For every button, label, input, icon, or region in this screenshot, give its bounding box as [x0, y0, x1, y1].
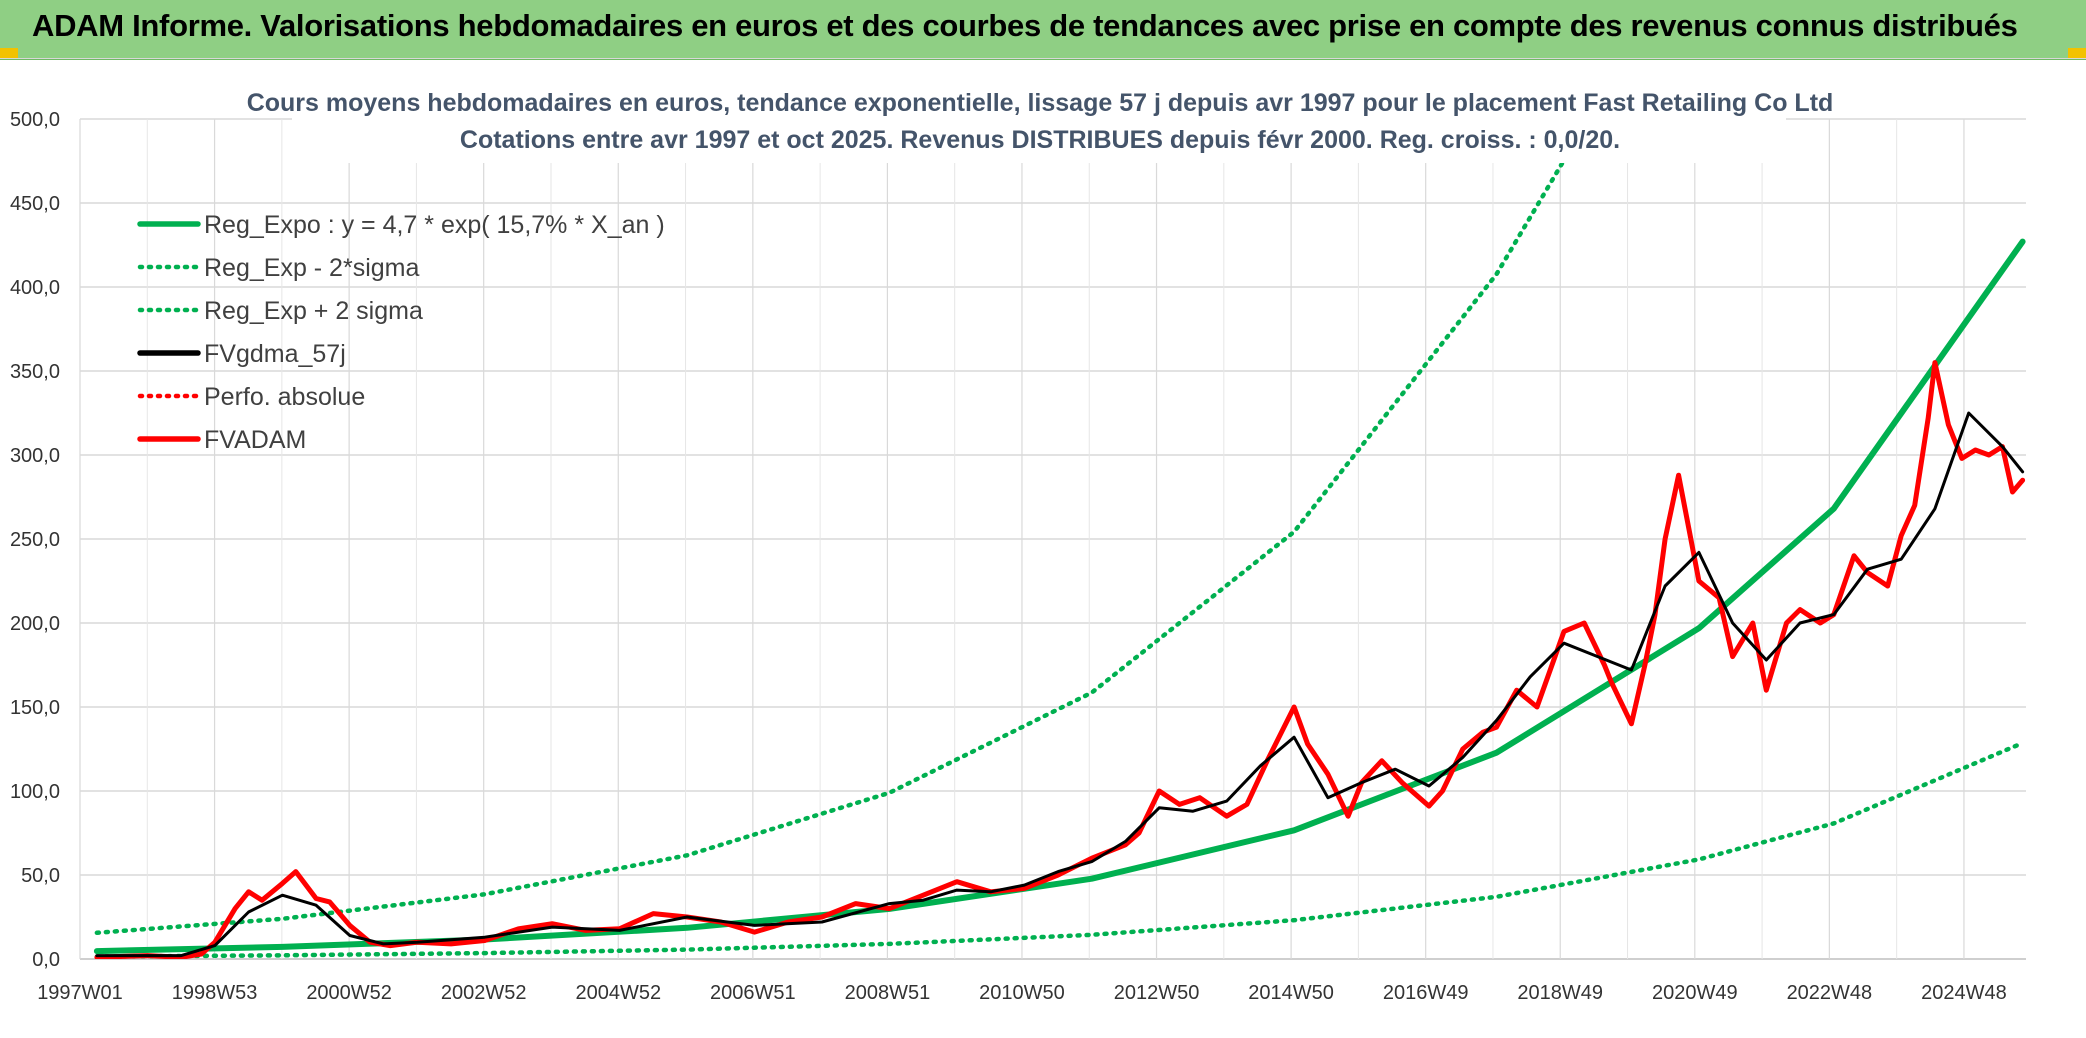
series-lines	[93, 147, 2026, 959]
report-header: ADAM Informe. Valorisations hebdomadaire…	[0, 0, 2086, 60]
y-tick-label: 150,0	[10, 697, 60, 719]
chart-legend: Reg_Expo : y = 4,7 * exp( 15,7% * X_an )…	[137, 211, 665, 454]
legend-label: FVgdma_57j	[204, 340, 346, 368]
x-axis-ticks: 1997W01 1998W53 2000W52 2002W52 2004W52 2006W…	[37, 982, 2007, 1004]
header-corner-left	[0, 48, 18, 58]
legend-label: Reg_Exp + 2 sigma	[204, 297, 423, 325]
report-title: ADAM Informe. Valorisations hebdomadaire…	[32, 8, 2018, 43]
series-reg-exp-plus-2sigma	[94, 147, 1590, 936]
x-tick-label: 2004W52	[575, 982, 661, 1004]
x-tick-label: 2008W51	[845, 982, 931, 1004]
series-fvgdma-57j	[95, 411, 2025, 958]
x-tick-label: 2018W49	[1517, 982, 1603, 1004]
x-tick-label: 2022W48	[1787, 982, 1873, 1004]
y-tick-label: 200,0	[10, 613, 60, 635]
y-tick-label: 300,0	[10, 445, 60, 467]
title-background	[292, 83, 1786, 163]
header-corner-right	[2068, 48, 2086, 58]
y-tick-label: 350,0	[10, 361, 60, 383]
x-tick-label: 2024W48	[1921, 982, 2007, 1004]
y-tick-label: 450,0	[10, 193, 60, 215]
legend-label: Reg_Exp - 2*sigma	[204, 254, 419, 282]
x-tick-label: 2006W51	[710, 982, 796, 1004]
x-tick-label: 2002W52	[441, 982, 527, 1004]
y-tick-label: 500,0	[10, 109, 60, 131]
x-tick-label: 2010W50	[979, 982, 1065, 1004]
x-tick-label: 1997W01	[37, 982, 123, 1004]
y-axis-ticks: 0,0 50,0 100,0 150,0 200,0 250,0 300,0 350,0 400…	[10, 109, 60, 971]
y-tick-label: 50,0	[21, 865, 60, 887]
chart-area: 0,0 50,0 100,0 150,0 200,0 250,0 300,0 350,0 400…	[0, 58, 2086, 1038]
chart-subtitle: Cotations entre avr 1997 et oct 2025. Re…	[460, 126, 1620, 154]
y-tick-label: 400,0	[10, 277, 60, 299]
legend-label: Perfo. absolue	[204, 383, 365, 411]
x-tick-label: 2014W50	[1248, 982, 1334, 1004]
x-tick-label: 2016W49	[1383, 982, 1469, 1004]
x-tick-label: 2000W52	[306, 982, 392, 1004]
x-tick-label: 2020W49	[1652, 982, 1738, 1004]
y-tick-label: 0,0	[32, 949, 60, 971]
chart-title: Cours moyens hebdomadaires en euros, ten…	[247, 89, 1834, 117]
chart-titles: Cours moyens hebdomadaires en euros, ten…	[247, 83, 1834, 163]
y-tick-label: 250,0	[10, 529, 60, 551]
series-reg-exp-minus-2sigma	[94, 740, 2025, 959]
legend-label: Reg_Expo : y = 4,7 * exp( 15,7% * X_an )	[204, 211, 665, 239]
x-tick-label: 2012W50	[1114, 982, 1200, 1004]
x-tick-label: 1998W53	[172, 982, 258, 1004]
legend-label: FVADAM	[204, 426, 306, 454]
y-tick-label: 100,0	[10, 781, 60, 803]
line-chart: 0,0 50,0 100,0 150,0 200,0 250,0 300,0 350,0 400…	[10, 83, 2026, 1004]
